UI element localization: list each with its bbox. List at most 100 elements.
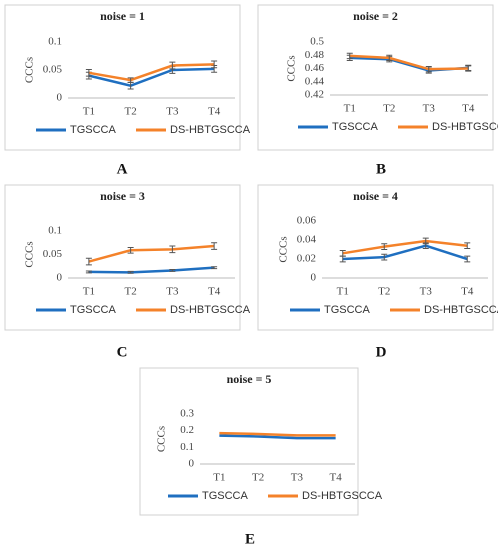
y-tick-label: 0.5 [310, 36, 324, 48]
legend-label: TGSCCA [324, 304, 371, 316]
x-tick-label: T1 [337, 286, 349, 298]
y-tick-label: 0.3 [180, 408, 194, 420]
x-tick-label: T1 [83, 286, 95, 298]
error-bar [211, 242, 218, 250]
error-bar [169, 245, 176, 254]
y-axis-label: CCCs [278, 236, 290, 262]
chart-title: noise = 5 [227, 372, 272, 386]
x-tick-label: T4 [462, 103, 475, 115]
panel-letter: D [376, 344, 387, 360]
x-tick-label: T3 [166, 286, 179, 298]
panel-frame [4, 4, 241, 151]
error-bar [85, 68, 92, 77]
error-bar [211, 266, 218, 270]
series-line [88, 266, 215, 274]
panel-frame [139, 367, 359, 516]
y-tick-label: 0.2 [180, 424, 194, 436]
x-tick-label: T2 [378, 286, 390, 298]
series-line [88, 67, 215, 87]
error-bar [127, 77, 134, 83]
y-tick-label: 0 [311, 272, 317, 284]
x-tick-label: T3 [291, 472, 304, 484]
x-tick-label: T1 [83, 106, 95, 118]
series-line [349, 54, 469, 71]
chart-title: noise = 3 [100, 189, 145, 203]
error-bar [381, 253, 388, 261]
series-line [342, 244, 468, 261]
y-tick-label: 0.1 [48, 225, 62, 237]
series-line [88, 63, 215, 82]
x-tick-label: T2 [383, 103, 395, 115]
y-tick-label: 0.04 [297, 234, 317, 246]
legend-label: DS-HBTGSCCA [302, 490, 383, 502]
panel-frame [257, 184, 494, 331]
y-axis-label: CCCs [24, 241, 36, 267]
error-bar [127, 246, 134, 254]
y-tick-label: 0.48 [305, 49, 325, 61]
panel-letter: B [376, 161, 386, 177]
x-tick-label: T2 [252, 472, 264, 484]
chart-title: noise = 2 [353, 9, 398, 23]
error-bar [386, 54, 393, 62]
legend-label: DS-HBTGSCCA [170, 124, 251, 136]
error-bar [211, 60, 218, 69]
error-bar [464, 255, 471, 263]
error-bar [425, 66, 432, 73]
legend-label: TGSCCA [70, 304, 117, 316]
y-axis-label: CCCs [286, 55, 298, 81]
panel-letter: A [117, 161, 128, 177]
legend-label: DS-HBTGSCCA [432, 121, 498, 133]
y-tick-label: 0 [189, 458, 195, 470]
y-tick-label: 0.1 [48, 36, 62, 48]
y-tick-label: 0.06 [297, 215, 317, 227]
legend-label: TGSCCA [202, 490, 249, 502]
series-line [219, 434, 336, 440]
y-tick-label: 0 [57, 92, 63, 104]
series-line [219, 431, 336, 437]
x-tick-label: T4 [461, 286, 474, 298]
chart-title: noise = 1 [100, 9, 145, 23]
error-bar [346, 52, 353, 60]
error-bar [169, 269, 176, 272]
error-bar [85, 270, 92, 274]
error-bar [339, 249, 346, 257]
x-tick-label: T1 [344, 103, 356, 115]
y-tick-label: 0 [57, 272, 63, 284]
error-bar [464, 242, 471, 250]
series-line [342, 239, 468, 255]
y-tick-label: 0.1 [180, 441, 194, 453]
x-tick-label: T3 [166, 106, 179, 118]
error-bar [422, 237, 429, 245]
panel-frame [257, 4, 494, 151]
legend-label: DS-HBTGSCCA [170, 304, 251, 316]
panel-frame [4, 184, 241, 331]
error-bar [169, 61, 176, 70]
x-tick-label: T2 [125, 106, 137, 118]
y-axis-label: CCCs [156, 426, 168, 452]
y-axis-label: CCCs [24, 57, 36, 83]
panel-letter: C [117, 344, 128, 360]
chart-title: noise = 4 [353, 189, 398, 203]
error-bar [85, 257, 92, 266]
y-tick-label: 0.42 [305, 89, 324, 101]
y-tick-label: 0.05 [43, 248, 63, 260]
x-tick-label: T2 [125, 286, 137, 298]
error-bar [465, 65, 472, 72]
error-bar [127, 270, 134, 274]
x-tick-label: T4 [208, 286, 221, 298]
panel-letter: E [245, 531, 255, 547]
y-tick-label: 0.02 [297, 253, 316, 265]
error-bar [381, 243, 388, 250]
x-tick-label: T3 [420, 286, 433, 298]
legend-label: TGSCCA [332, 121, 379, 133]
y-tick-label: 0.46 [305, 62, 325, 74]
y-tick-label: 0.05 [43, 64, 63, 76]
x-tick-label: T3 [423, 103, 436, 115]
y-tick-label: 0.44 [305, 75, 325, 87]
series-line [88, 244, 215, 263]
legend-label: DS-HBTGSCCA [424, 304, 498, 316]
x-tick-label: T4 [330, 472, 343, 484]
x-tick-label: T4 [208, 106, 221, 118]
